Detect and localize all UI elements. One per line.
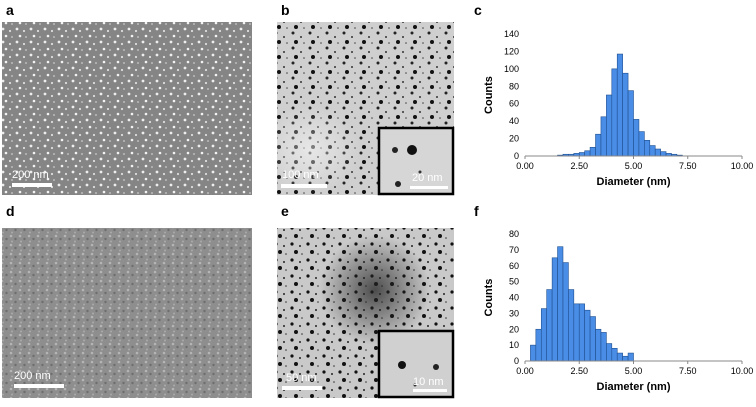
- bar: [573, 303, 580, 362]
- panel-letter: d: [6, 203, 15, 219]
- x-tick-label: 10.00: [731, 366, 754, 376]
- y-tick-label: 0: [514, 356, 519, 366]
- inset: [377, 126, 455, 196]
- bar: [633, 119, 640, 157]
- scale-bar: [12, 183, 52, 187]
- bar: [584, 309, 591, 362]
- x-tick-label: 0.00: [516, 366, 534, 376]
- bar: [616, 352, 623, 362]
- bar: [557, 246, 564, 362]
- bar: [530, 344, 537, 362]
- bar: [540, 308, 548, 362]
- panel-letter: e: [281, 203, 289, 219]
- bar: [551, 257, 558, 362]
- y-tick-label: 120: [504, 46, 519, 56]
- sem-image: [2, 228, 252, 398]
- y-tick-label: 50: [509, 277, 519, 287]
- x-tick-label: 7.50: [679, 161, 697, 171]
- bar: [616, 53, 623, 157]
- y-tick-label: 10: [509, 340, 519, 350]
- bar: [584, 150, 591, 157]
- bar: [606, 343, 613, 362]
- y-tick-label: 140: [504, 29, 519, 39]
- scale-bar: [282, 386, 322, 390]
- bar: [578, 303, 585, 362]
- y-tick-label: 20: [509, 324, 519, 334]
- bar: [627, 352, 634, 362]
- bar: [589, 146, 596, 157]
- bar: [622, 355, 629, 362]
- x-tick-label: 10.00: [731, 161, 754, 171]
- x-tick-label: 5.00: [625, 366, 643, 376]
- scale-label: 10 nm: [413, 376, 444, 388]
- y-tick-label: 60: [509, 261, 519, 271]
- bar: [644, 140, 651, 157]
- scale-bar: [14, 384, 64, 388]
- x-tick-label: 2.50: [570, 161, 588, 171]
- bar: [578, 152, 585, 157]
- bar: [595, 133, 602, 157]
- bar: [600, 116, 607, 157]
- x-tick-label: 2.50: [570, 366, 588, 376]
- bar: [611, 68, 618, 157]
- bar: [595, 328, 602, 362]
- panel-letter: f: [474, 203, 479, 219]
- x-axis-title: Diameter (nm): [597, 381, 671, 393]
- scale-bar: [410, 186, 448, 189]
- bar: [638, 131, 645, 157]
- bar: [627, 90, 634, 157]
- bar: [568, 289, 575, 362]
- bar: [535, 328, 542, 362]
- image-shade: [260, 105, 360, 195]
- scale-label: 50 nm: [286, 372, 317, 384]
- image-shade: [320, 235, 430, 345]
- bar: [600, 332, 607, 362]
- scale-label: 200 nm: [12, 169, 49, 181]
- y-tick-label: 20: [509, 134, 519, 144]
- y-tick-label: 80: [509, 81, 519, 91]
- x-tick-label: 7.50: [679, 366, 697, 376]
- scale-label: 100 nm: [282, 169, 319, 181]
- scale-bar: [413, 389, 447, 392]
- bar: [611, 347, 618, 362]
- y-axis-title: Counts: [483, 76, 495, 114]
- panel-letter: a: [6, 2, 14, 18]
- bar: [589, 316, 596, 362]
- x-axis-title: Diameter (nm): [597, 176, 671, 188]
- x-tick-label: 5.00: [625, 161, 643, 171]
- y-tick-label: 80: [509, 229, 519, 239]
- y-tick-label: 40: [509, 293, 519, 303]
- bar: [606, 94, 613, 157]
- scale-bar: [281, 184, 327, 188]
- y-tick-label: 60: [509, 99, 519, 109]
- bar: [649, 145, 656, 157]
- x-tick-label: 0.00: [516, 161, 534, 171]
- panel-letter: c: [474, 2, 482, 18]
- y-tick-label: 30: [509, 308, 519, 318]
- scale-label: 200 nm: [14, 370, 51, 382]
- y-axis-title: Counts: [483, 279, 495, 317]
- bar: [546, 289, 553, 362]
- bar: [622, 72, 629, 157]
- y-tick-label: 100: [504, 64, 519, 74]
- bar: [562, 262, 569, 362]
- bar: [660, 151, 667, 157]
- y-tick-label: 40: [509, 116, 519, 126]
- y-tick-label: 70: [509, 245, 519, 255]
- bar: [654, 148, 661, 157]
- sem-image: [2, 22, 252, 195]
- panel-letter: b: [281, 2, 290, 18]
- scale-label: 20 nm: [412, 172, 443, 184]
- y-tick-label: 0: [514, 151, 519, 161]
